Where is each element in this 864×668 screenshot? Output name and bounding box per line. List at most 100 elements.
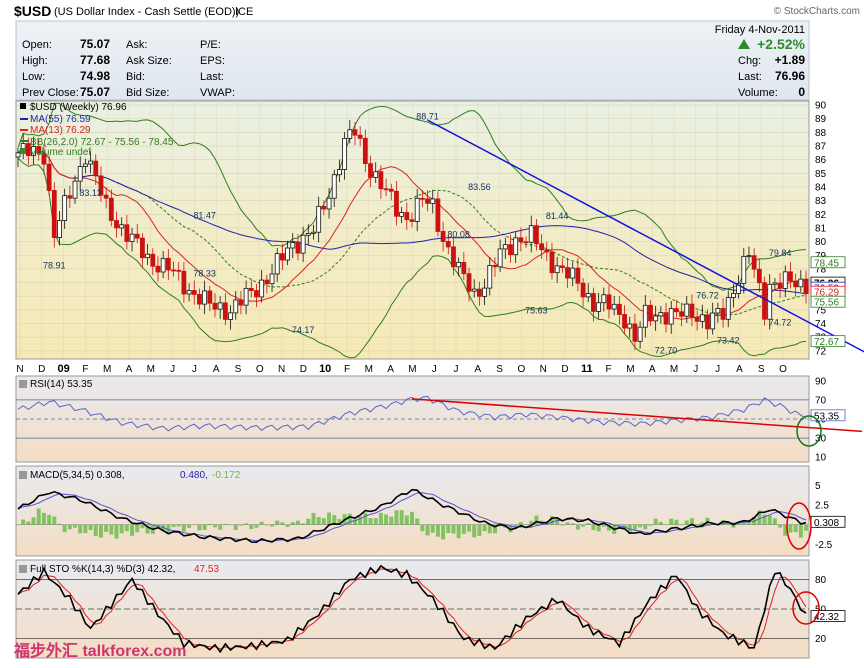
macd-histogram-bar bbox=[674, 519, 679, 525]
rsi-line bbox=[17, 395, 807, 432]
description-text: (US Dollar Index - Cash Settle (EOD)) bbox=[54, 6, 239, 18]
sto-value-text: 42.32 bbox=[814, 612, 839, 623]
volume-label: Volume: bbox=[738, 87, 778, 99]
x-axis-label: A bbox=[126, 364, 133, 375]
candle-body bbox=[290, 242, 296, 249]
candle-body bbox=[554, 265, 560, 274]
candle-body bbox=[622, 314, 627, 329]
price-annotation: 78.91 bbox=[43, 260, 66, 270]
candle-body bbox=[171, 269, 176, 272]
candle-body bbox=[419, 197, 425, 200]
macd-histogram-bar bbox=[316, 517, 321, 525]
legend-bb: BB(26,2.0) 72.67 - 75.56 - 78.45 bbox=[30, 137, 174, 148]
pe-label: P/E: bbox=[200, 39, 221, 51]
candle-body bbox=[632, 323, 638, 342]
macd-histogram-bar bbox=[653, 518, 658, 525]
macd-histogram-bar bbox=[192, 524, 197, 526]
x-axis-label: S bbox=[496, 364, 503, 375]
candle-body bbox=[715, 308, 721, 314]
legend-macd-c: -0.172 bbox=[212, 470, 241, 481]
candle-body bbox=[409, 219, 415, 222]
macd-histogram-bar bbox=[327, 512, 332, 525]
legend-sto-b: 47.53 bbox=[194, 564, 219, 575]
macd-histogram-bar bbox=[591, 524, 596, 531]
macd-histogram-bar bbox=[534, 515, 539, 525]
candle-body bbox=[565, 267, 570, 279]
candle-body bbox=[197, 294, 202, 305]
bb-mid-line bbox=[17, 147, 807, 316]
macd-line bbox=[17, 488, 807, 544]
candle-body bbox=[233, 299, 239, 314]
candle-body bbox=[497, 248, 503, 268]
sto-y-tick: 50 bbox=[815, 605, 827, 616]
candle-body bbox=[108, 197, 114, 221]
candle-body bbox=[160, 257, 166, 273]
x-axis-label: D bbox=[561, 364, 568, 375]
prev-close-value: 75.07 bbox=[80, 85, 110, 99]
x-axis-label: 09 bbox=[57, 363, 69, 375]
candle-body bbox=[279, 253, 285, 261]
macd-histogram-bar bbox=[420, 524, 425, 532]
candle-body bbox=[663, 312, 669, 325]
vwap-label: VWAP: bbox=[200, 87, 235, 99]
macd-histogram-bar bbox=[741, 521, 746, 525]
macd-histogram-bar bbox=[451, 524, 456, 534]
price-y-tick: 90 bbox=[815, 101, 827, 112]
macd-histogram-bar bbox=[21, 519, 26, 525]
x-axis-label: D bbox=[300, 364, 307, 375]
candle-body bbox=[373, 171, 379, 178]
quote-panel bbox=[15, 20, 810, 101]
macd-histogram-bar bbox=[358, 516, 363, 525]
price-annotation: 81.44 bbox=[546, 211, 569, 221]
macd-histogram-bar bbox=[555, 518, 560, 525]
candle-body bbox=[285, 247, 290, 261]
macd-histogram-bar bbox=[415, 518, 420, 525]
macd-histogram-bar bbox=[643, 524, 648, 530]
macd-histogram-bar bbox=[306, 518, 311, 525]
price-annotation: 80.08 bbox=[447, 230, 470, 240]
x-axis-label: 10 bbox=[319, 363, 331, 375]
candle-body bbox=[186, 290, 192, 295]
candle-body bbox=[311, 231, 316, 234]
candle-body bbox=[513, 237, 519, 256]
macd-histogram-bar bbox=[363, 512, 368, 525]
macd-histogram-bar bbox=[295, 520, 300, 525]
macd-histogram-bar bbox=[658, 521, 663, 525]
candle-body bbox=[570, 267, 576, 279]
candle-body bbox=[129, 233, 135, 242]
candle-body bbox=[725, 297, 731, 320]
macd-histogram-bar bbox=[73, 524, 78, 528]
macd-histogram-bar bbox=[31, 517, 36, 525]
candle-body bbox=[362, 137, 368, 165]
macd-y-tick: 2.5 bbox=[815, 501, 829, 512]
candle-body bbox=[523, 241, 529, 244]
x-axis-label: S bbox=[235, 364, 242, 375]
x-axis-label: O bbox=[518, 364, 526, 375]
x-axis-label: D bbox=[38, 364, 45, 375]
date-text: Friday 4-Nov-2011 bbox=[715, 24, 805, 36]
macd-histogram-bar bbox=[446, 524, 451, 534]
volume-value: 0 bbox=[798, 85, 805, 99]
macd-histogram-bar bbox=[549, 515, 554, 525]
candle-body bbox=[228, 312, 233, 320]
candle-body bbox=[694, 316, 700, 322]
candle-body bbox=[611, 303, 617, 310]
candle-body bbox=[777, 282, 783, 289]
price-y-tick: 83 bbox=[815, 196, 827, 207]
candle-body bbox=[259, 279, 265, 298]
x-axis-label: J bbox=[454, 364, 459, 375]
open-value: 75.07 bbox=[80, 37, 110, 51]
last2-value: 76.96 bbox=[775, 69, 805, 83]
candle-body bbox=[580, 282, 586, 298]
x-axis-label: F bbox=[344, 364, 350, 375]
macd-y-tick: 5 bbox=[815, 481, 821, 492]
x-axis-label: N bbox=[540, 364, 547, 375]
legend-volume-swatch bbox=[20, 148, 26, 154]
price-y-tick: 86 bbox=[815, 155, 827, 166]
legend-rsi: RSI(14) 53.35 bbox=[30, 379, 93, 390]
price-annotation: 83.13 bbox=[79, 188, 102, 198]
price-annotation: 81.47 bbox=[193, 211, 216, 221]
x-axis-label: A bbox=[736, 364, 743, 375]
macd-histogram-bar bbox=[746, 522, 751, 525]
macd-histogram-bar bbox=[337, 519, 342, 525]
